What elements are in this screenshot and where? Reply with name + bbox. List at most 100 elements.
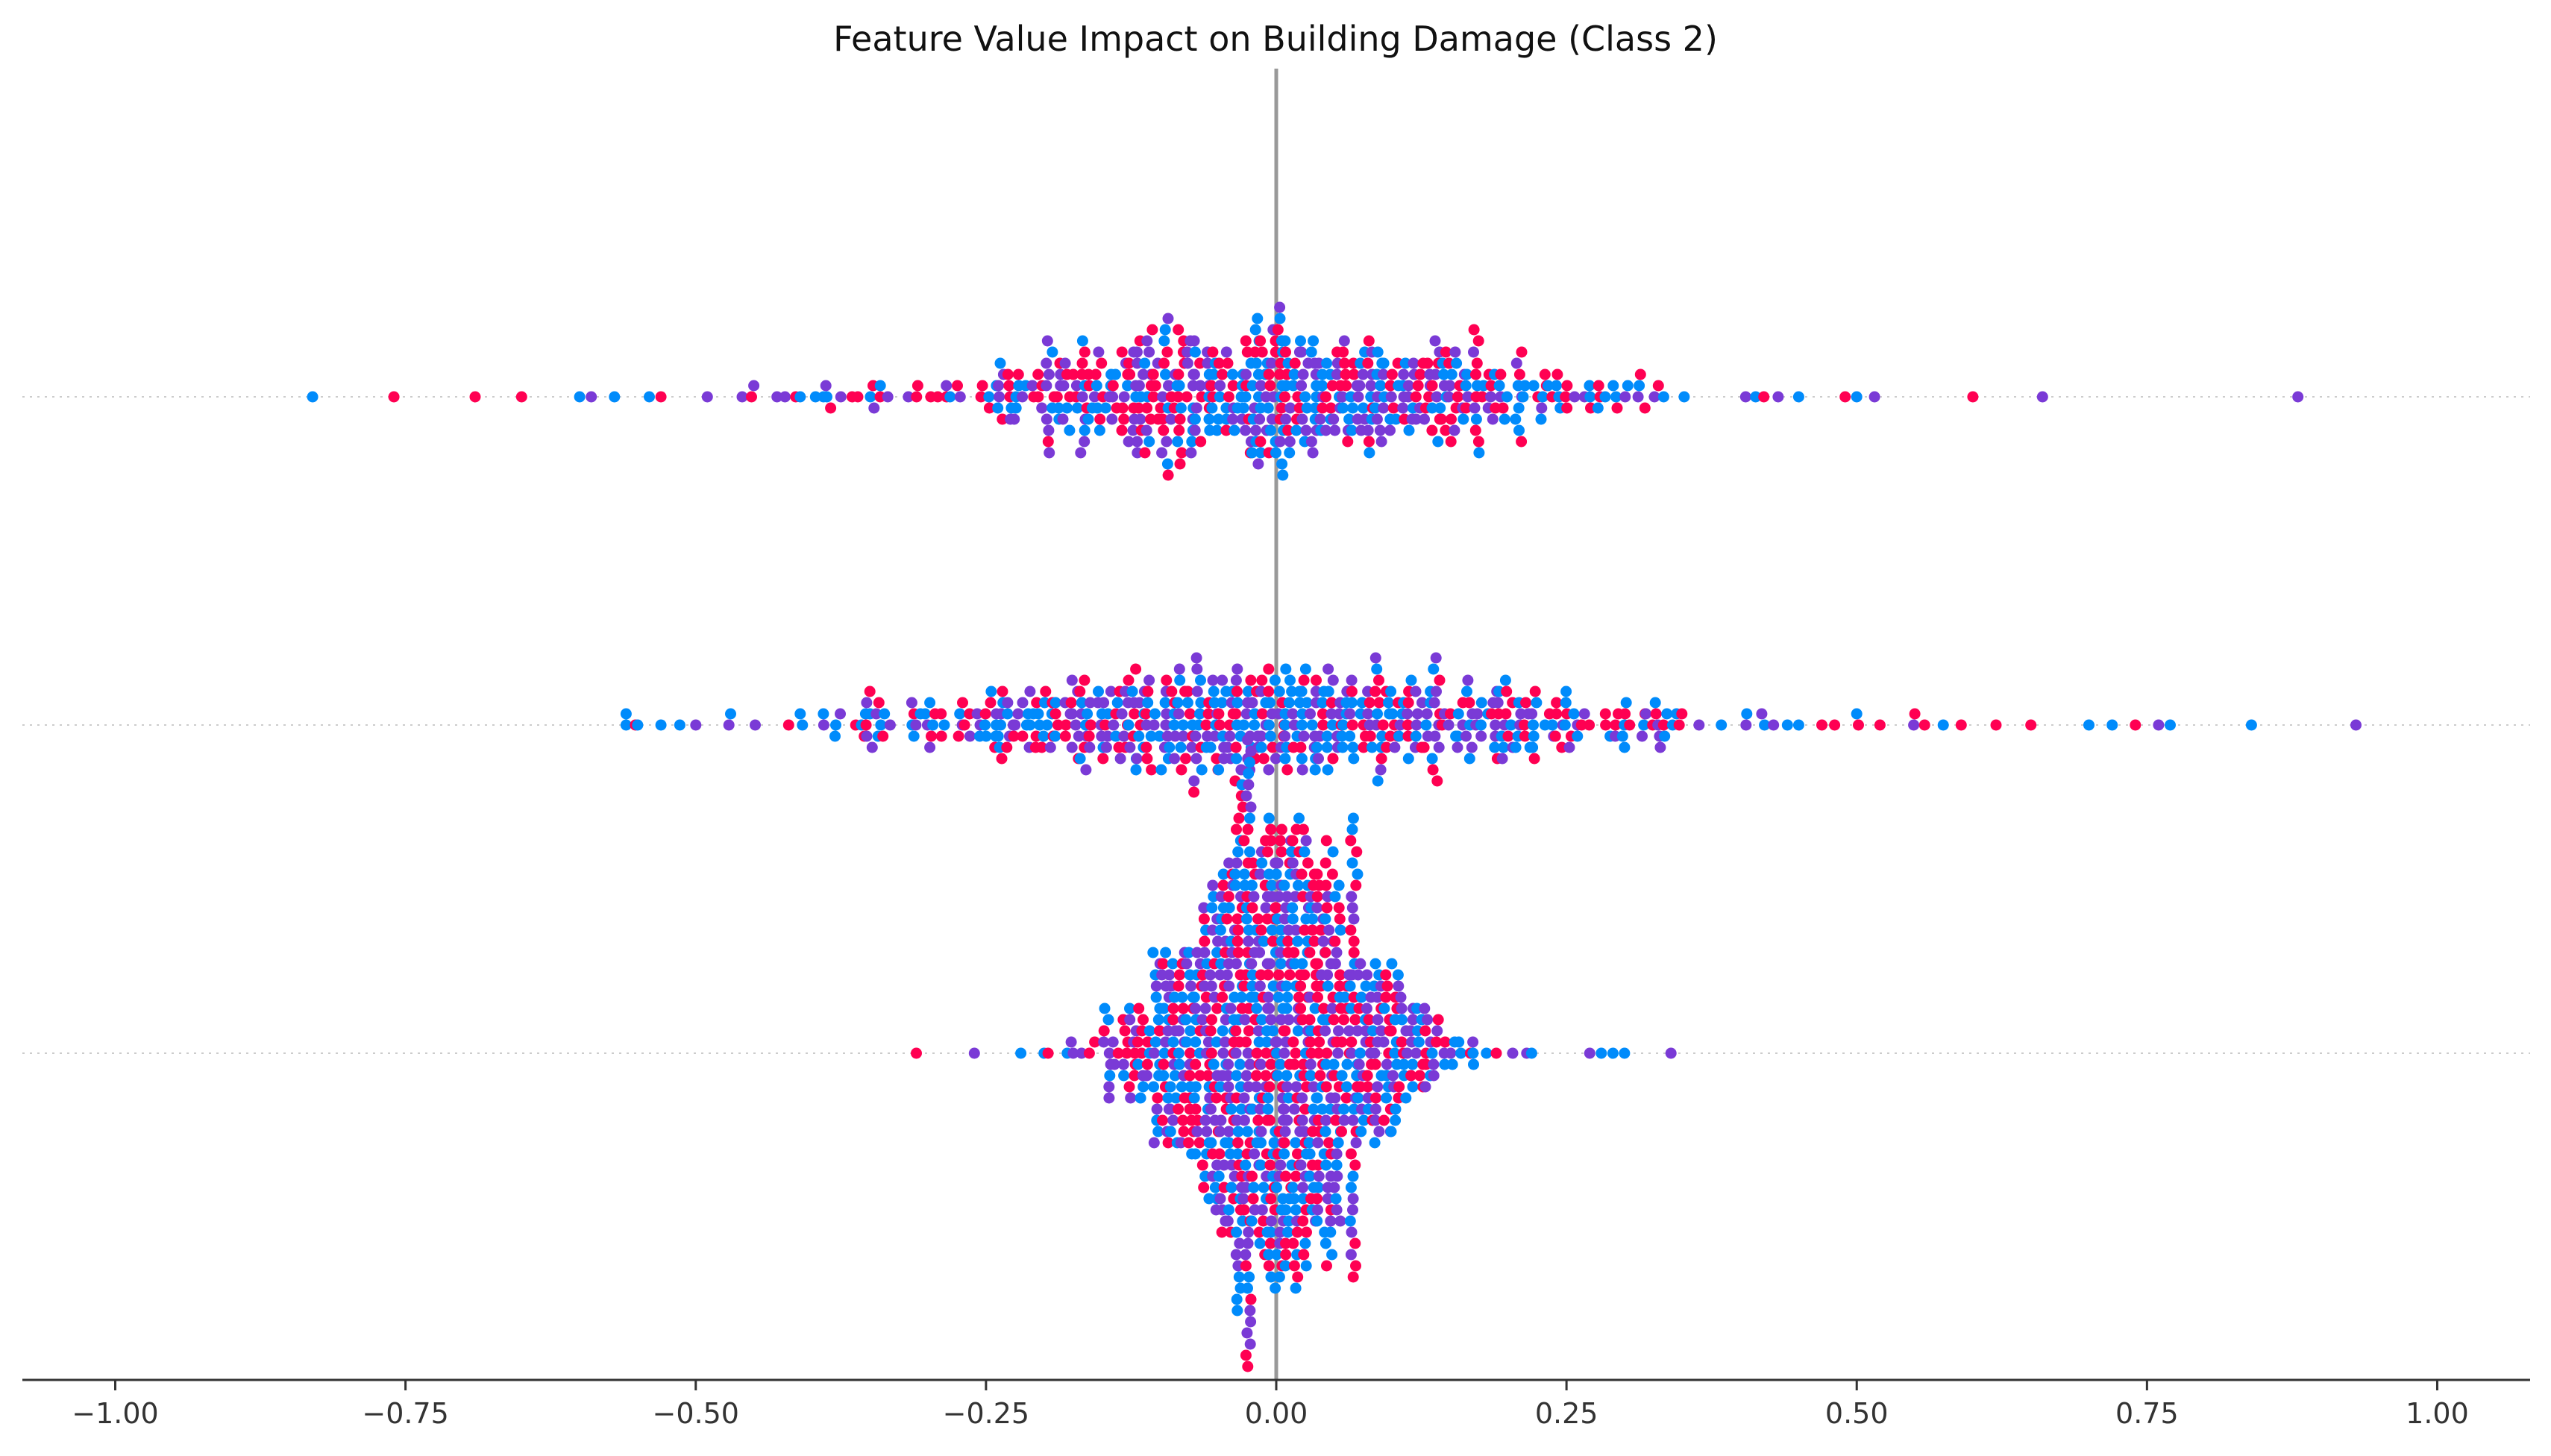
row-3-point (1265, 835, 1277, 847)
row-3-point (1348, 913, 1360, 925)
row-3-point (1196, 1159, 1208, 1171)
row-3-point (1255, 1058, 1267, 1070)
row-1-point (1301, 402, 1313, 414)
row-3-point (1290, 1282, 1302, 1294)
row-3-point (1264, 1114, 1276, 1126)
row-3-point (1313, 1047, 1325, 1059)
row-1-point (1026, 380, 1038, 392)
row-3-point (1334, 924, 1346, 936)
row-1-point (1611, 402, 1623, 414)
row-2-point (1325, 697, 1337, 709)
row-3-point (1148, 1081, 1159, 1093)
row-1-point (1280, 346, 1291, 358)
row-3-point (1305, 1058, 1317, 1070)
row-3-point (1158, 1047, 1170, 1059)
row-1-point (1326, 380, 1338, 392)
row-1-point (1279, 335, 1291, 347)
row-2-point (1676, 708, 1688, 720)
row-2-point (1052, 719, 1064, 731)
row-3-point (1230, 1249, 1242, 1261)
row-1-point (1839, 391, 1851, 403)
row-2-point (1214, 719, 1226, 731)
row-1-point (1297, 368, 1309, 380)
row-2-point (1402, 753, 1414, 765)
row-3-point (1223, 980, 1235, 992)
row-1-point (1076, 335, 1088, 347)
row-3-point (1238, 868, 1250, 880)
row-3-point (1413, 1070, 1425, 1082)
row-2-point (1246, 697, 1258, 709)
row-1-point (1096, 357, 1108, 369)
row-3-point (1184, 1070, 1196, 1082)
row-3-point (1123, 1081, 1135, 1093)
row-2-point (2153, 719, 2165, 731)
row-2-point (1040, 685, 1052, 697)
row-2-point (1085, 719, 1096, 731)
row-3-point (1148, 1047, 1160, 1059)
row-3-point (1231, 935, 1243, 947)
row-3-point (1280, 1170, 1292, 1182)
row-3-point (1152, 1126, 1164, 1138)
row-1-point (1161, 436, 1173, 448)
row-2-point (1460, 730, 1472, 742)
row-2-point (1344, 708, 1356, 720)
row-3-point (1378, 1036, 1390, 1048)
row-1-point (1133, 380, 1145, 392)
row-1-point (1440, 424, 1452, 436)
row-1-point (1364, 447, 1375, 459)
row-2-point (1584, 719, 1595, 731)
row-3-point (1248, 1182, 1260, 1193)
row-3-point (1419, 1002, 1431, 1014)
row-3-point (1173, 1103, 1184, 1115)
row-2-point (1036, 741, 1048, 753)
row-2-point (1142, 697, 1154, 709)
row-1-point (1172, 436, 1184, 448)
row-3-point (1297, 1193, 1309, 1205)
row-1-point (1473, 447, 1485, 459)
row-1-point (1041, 380, 1052, 392)
row-1-point (1162, 313, 1174, 324)
row-1-point (1347, 402, 1359, 414)
row-2-point (1402, 719, 1413, 731)
row-1-point (1305, 346, 1317, 358)
row-2-point (2350, 719, 2362, 731)
row-3-point (1279, 1025, 1291, 1037)
row-2-point (674, 719, 685, 731)
row-2-point (1190, 652, 1202, 664)
row-3-point (1243, 1002, 1255, 1014)
row-3-point (1200, 991, 1212, 1003)
row-1-point (1044, 447, 1055, 459)
row-2-point (1161, 708, 1173, 720)
row-1-point (1414, 368, 1426, 380)
row-1-point (586, 391, 597, 403)
row-3-point (1422, 1014, 1434, 1026)
row-1-point (1042, 436, 1054, 448)
row-3-point (1217, 991, 1229, 1003)
row-2-point (1269, 674, 1281, 686)
row-3-point (1190, 1081, 1202, 1093)
row-3-point (1380, 991, 1392, 1003)
row-2-point (1428, 663, 1440, 675)
row-2-point (979, 719, 991, 731)
row-3-point (1240, 790, 1252, 802)
row-3-point (1119, 1025, 1131, 1037)
row-2-point (2106, 719, 2118, 731)
row-1-point (882, 391, 894, 403)
row-3-point (1331, 947, 1343, 958)
row-1-point (1173, 424, 1185, 436)
row-1-point (1162, 469, 1174, 481)
row-3-point (1083, 1047, 1095, 1059)
row-3-point (1413, 1036, 1425, 1048)
row-3-point (1326, 1249, 1338, 1261)
row-3-point (1214, 1148, 1226, 1160)
row-3-point (1158, 1070, 1170, 1082)
row-3-point (1232, 947, 1244, 958)
row-1-point (941, 380, 953, 392)
row-1-point (1513, 368, 1525, 380)
row-3-point (1167, 1114, 1179, 1126)
row-1-point (1059, 357, 1071, 369)
row-3-point (1151, 1103, 1163, 1115)
row-2-point (725, 708, 736, 720)
row-2-point (1498, 741, 1510, 753)
row-1-point (1240, 424, 1252, 436)
